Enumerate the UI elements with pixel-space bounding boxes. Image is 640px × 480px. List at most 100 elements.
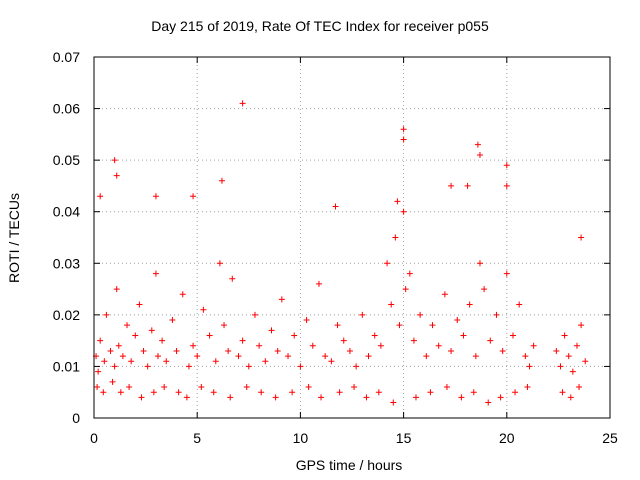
data-point bbox=[346, 347, 353, 354]
data-point bbox=[272, 394, 279, 401]
y-tick-label: 0.06 bbox=[53, 101, 80, 117]
data-point bbox=[150, 389, 157, 396]
data-point bbox=[198, 384, 205, 391]
data-point bbox=[210, 389, 217, 396]
data-point bbox=[328, 358, 335, 365]
data-point bbox=[493, 311, 500, 318]
data-point bbox=[107, 347, 114, 354]
plot-frame bbox=[93, 56, 611, 419]
data-point bbox=[173, 347, 180, 354]
data-point bbox=[443, 384, 450, 391]
data-point bbox=[221, 322, 228, 329]
data-point bbox=[128, 358, 135, 365]
data-point bbox=[305, 384, 312, 391]
data-point bbox=[402, 286, 409, 293]
data-point bbox=[487, 337, 494, 344]
data-point bbox=[154, 353, 161, 360]
data-point bbox=[190, 342, 197, 349]
data-point bbox=[136, 301, 143, 308]
data-point bbox=[169, 317, 176, 324]
data-point bbox=[390, 399, 397, 406]
data-point bbox=[565, 353, 572, 360]
data-point bbox=[406, 270, 413, 277]
data-point bbox=[212, 358, 219, 365]
data-point bbox=[340, 337, 347, 344]
data-point bbox=[239, 100, 246, 107]
data-point bbox=[251, 311, 258, 318]
data-point bbox=[113, 172, 120, 179]
data-point bbox=[243, 384, 250, 391]
data-point bbox=[274, 347, 281, 354]
data-point bbox=[161, 384, 168, 391]
data-point bbox=[476, 151, 483, 158]
data-point bbox=[557, 363, 564, 370]
data-point bbox=[524, 384, 531, 391]
data-point bbox=[503, 182, 510, 189]
data-point bbox=[435, 342, 442, 349]
data-point bbox=[476, 260, 483, 267]
data-point bbox=[97, 193, 104, 200]
data-point bbox=[578, 234, 585, 241]
y-tick-label: 0.01 bbox=[53, 358, 80, 374]
data-point bbox=[578, 322, 585, 329]
data-point bbox=[503, 162, 510, 169]
data-point bbox=[429, 322, 436, 329]
data-point bbox=[315, 280, 322, 287]
data-point bbox=[400, 126, 407, 133]
data-point bbox=[363, 394, 370, 401]
data-point bbox=[466, 301, 473, 308]
data-point bbox=[126, 384, 133, 391]
data-point bbox=[497, 394, 504, 401]
data-point bbox=[400, 208, 407, 215]
data-point bbox=[441, 291, 448, 298]
data-point bbox=[278, 296, 285, 303]
x-axis-label: GPS time / hours bbox=[295, 457, 403, 473]
data-point bbox=[194, 353, 201, 360]
data-point bbox=[384, 260, 391, 267]
data-point bbox=[351, 384, 358, 391]
data-point bbox=[396, 322, 403, 329]
data-point bbox=[503, 270, 510, 277]
data-point bbox=[474, 141, 481, 148]
data-point bbox=[262, 358, 269, 365]
data-point bbox=[375, 389, 382, 396]
data-point bbox=[458, 394, 465, 401]
data-point bbox=[561, 332, 568, 339]
data-point bbox=[569, 368, 576, 375]
data-point bbox=[394, 198, 401, 205]
data-point bbox=[509, 332, 516, 339]
x-tick-label: 10 bbox=[293, 430, 309, 446]
data-point bbox=[499, 347, 506, 354]
data-point bbox=[239, 337, 246, 344]
roti-points bbox=[93, 100, 589, 406]
data-point bbox=[417, 311, 424, 318]
data-point bbox=[353, 363, 360, 370]
data-point bbox=[309, 342, 316, 349]
data-point bbox=[95, 368, 102, 375]
data-point bbox=[410, 337, 417, 344]
data-point bbox=[148, 327, 155, 334]
data-point bbox=[423, 353, 430, 360]
data-point bbox=[152, 193, 159, 200]
data-point bbox=[206, 332, 213, 339]
data-point bbox=[485, 399, 492, 406]
x-tick-label: 0 bbox=[90, 430, 98, 446]
data-point bbox=[229, 275, 236, 282]
data-point bbox=[472, 353, 479, 360]
data-point bbox=[526, 363, 533, 370]
x-tick-label: 15 bbox=[396, 430, 412, 446]
data-point bbox=[512, 389, 519, 396]
data-point bbox=[371, 332, 378, 339]
data-point bbox=[359, 311, 366, 318]
data-point bbox=[427, 389, 434, 396]
data-point bbox=[332, 203, 339, 210]
data-point bbox=[258, 389, 265, 396]
data-point bbox=[481, 286, 488, 293]
data-point bbox=[113, 286, 120, 293]
data-point bbox=[291, 332, 298, 339]
data-point bbox=[101, 358, 108, 365]
data-point bbox=[582, 358, 589, 365]
data-point bbox=[185, 363, 192, 370]
chart-title: Day 215 of 2019, Rate Of TEC Index for r… bbox=[151, 18, 489, 34]
data-point bbox=[559, 389, 566, 396]
